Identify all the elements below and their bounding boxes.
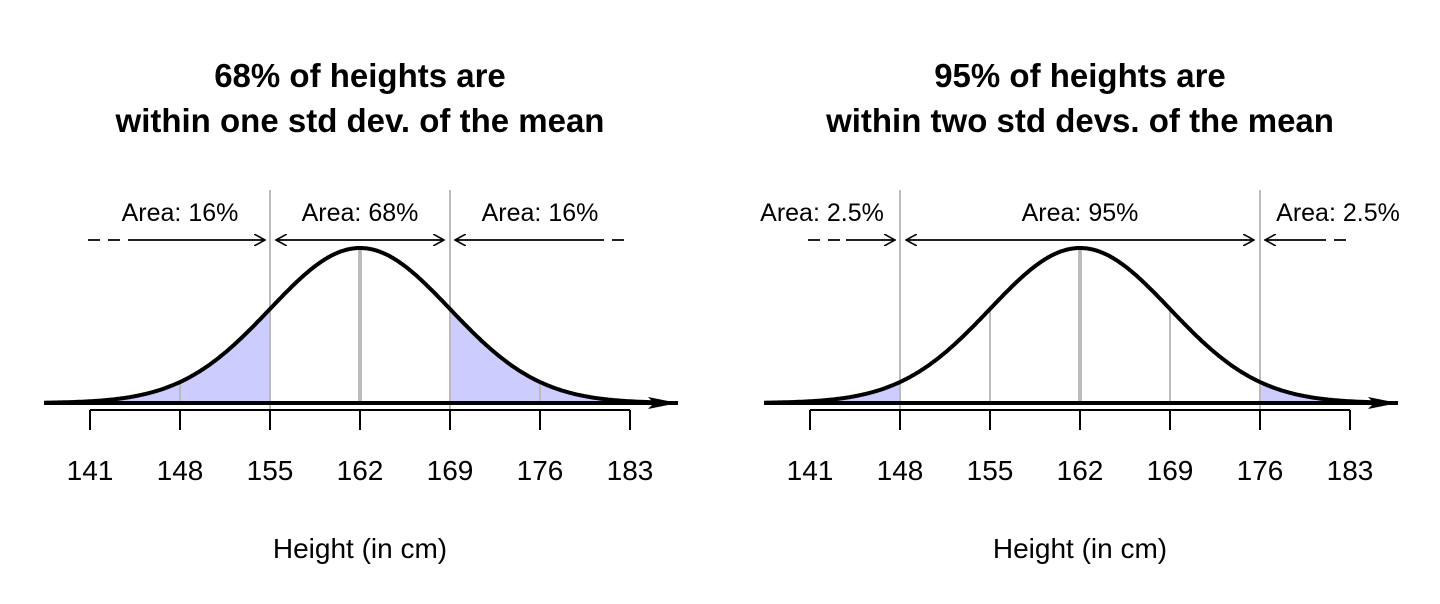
chart-title-line-1: 68% of heights are xyxy=(214,57,506,94)
region-area-label: Area: 16% xyxy=(482,199,599,227)
x-tick-label: 162 xyxy=(337,455,384,486)
x-tick-label: 183 xyxy=(1327,455,1374,486)
x-tick-label: 169 xyxy=(1147,455,1194,486)
x-tick-label: 148 xyxy=(157,455,204,486)
x-tick-label: 176 xyxy=(517,455,564,486)
shaded-right-tail xyxy=(450,309,660,403)
x-axis-label: Height (in cm) xyxy=(993,533,1167,564)
x-tick-label: 141 xyxy=(67,455,114,486)
chart-title-line-2: within two std devs. of the mean xyxy=(825,102,1334,139)
chart-title-line-2: within one std dev. of the mean xyxy=(115,102,605,139)
normal-curve xyxy=(764,246,1380,405)
x-tick-label: 162 xyxy=(1057,455,1104,486)
x-tick-label: 141 xyxy=(787,455,834,486)
x-tick-label: 183 xyxy=(607,455,654,486)
x-tick-label: 155 xyxy=(967,455,1014,486)
region-area-label: Area: 68% xyxy=(302,199,419,227)
x-tick-label: 155 xyxy=(247,455,294,486)
shaded-left-tail xyxy=(44,310,270,403)
x-tick-label: 176 xyxy=(1237,455,1284,486)
normal-curve xyxy=(44,246,660,405)
region-area-label: Area: 2.5% xyxy=(1276,199,1400,227)
region-area-label: Area: 2.5% xyxy=(760,199,884,227)
x-tick-label: 148 xyxy=(877,455,924,486)
panel-2: 141 148 155 162 169 176 183 Height (in cm) 95% o… xyxy=(760,57,1400,564)
x-axis-label: Height (in cm) xyxy=(273,533,447,564)
shaded-right-tail xyxy=(1260,382,1380,403)
panel-1: 141 148 155 162 169 176 183 Height (in cm) 68% o… xyxy=(44,57,678,564)
region-area-label: Area: 95% xyxy=(1022,199,1139,227)
region-area-label: Area: 16% xyxy=(122,199,239,227)
chart-title-line-1: 95% of heights are xyxy=(934,57,1226,94)
shaded-left-tail xyxy=(764,382,900,403)
x-tick-label: 169 xyxy=(427,455,474,486)
